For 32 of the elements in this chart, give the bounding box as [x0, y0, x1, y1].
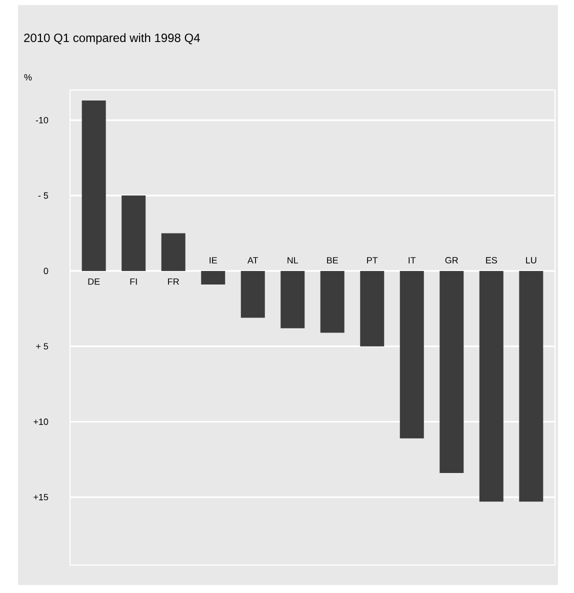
y-tick-label: +10 — [34, 418, 48, 425]
x-tick-label: LU — [526, 257, 536, 264]
y-tick-label: 0 — [44, 268, 48, 274]
bar — [240, 270, 265, 318]
y-tick-label: + 5 — [36, 343, 48, 350]
bar — [161, 233, 186, 271]
y-axis-title: % — [24, 74, 32, 80]
x-tick-label: GR — [445, 257, 458, 264]
bar — [122, 196, 146, 271]
bar — [201, 270, 226, 285]
x-tick-label: ES — [486, 257, 497, 264]
x-tick-label: AT — [247, 257, 258, 264]
x-tick-label: IE — [210, 257, 217, 264]
y-tick-label: +15 — [34, 494, 48, 500]
x-tick-label: FI — [130, 278, 137, 285]
bar — [280, 270, 305, 328]
bar — [519, 270, 544, 502]
x-tick-label: DE — [88, 278, 100, 285]
x-tick-label: PT — [367, 257, 378, 264]
bar — [479, 270, 504, 502]
y-tick-label: - 5 — [38, 192, 48, 199]
x-tick-label: FR — [168, 278, 179, 285]
bar — [400, 270, 424, 438]
y-tick-label: -10 — [36, 116, 48, 124]
bar — [82, 100, 106, 271]
chart-title: 2010 Q1 compared with 1998 Q4 — [24, 33, 200, 44]
bar — [440, 270, 464, 474]
x-tick-label: IT — [408, 257, 416, 264]
x-tick-label: NL — [288, 257, 298, 264]
bar — [360, 270, 384, 346]
bar — [320, 270, 344, 333]
x-tick-label: BE — [327, 257, 338, 264]
